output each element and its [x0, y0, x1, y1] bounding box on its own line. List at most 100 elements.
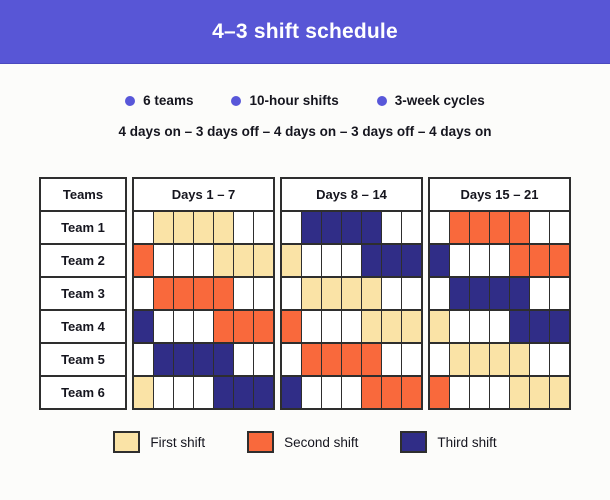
day-cell	[490, 278, 510, 309]
day-cell	[154, 311, 174, 342]
day-cell	[322, 212, 342, 243]
day-cell	[342, 212, 362, 243]
week-block-header: Days 8 – 14	[282, 179, 421, 212]
day-cell	[402, 278, 421, 309]
team-row-label: Team 4	[41, 311, 125, 344]
team-row-label: Team 5	[41, 344, 125, 377]
day-cell	[510, 212, 530, 243]
legend-label: Third shift	[437, 434, 497, 450]
day-cell	[174, 311, 194, 342]
day-cell	[174, 377, 194, 408]
day-cell	[154, 344, 174, 375]
day-cell	[470, 212, 490, 243]
day-cell	[214, 212, 234, 243]
day-cell	[254, 311, 273, 342]
day-cell	[450, 377, 470, 408]
day-cell	[302, 245, 322, 276]
day-cell	[254, 212, 273, 243]
day-cell	[490, 344, 510, 375]
day-cell	[450, 245, 470, 276]
day-cell	[282, 311, 302, 342]
day-cell	[382, 344, 402, 375]
day-cell	[550, 377, 569, 408]
team-week-row	[430, 245, 569, 278]
day-cell	[302, 311, 322, 342]
day-cell	[362, 212, 382, 243]
day-cell	[430, 377, 450, 408]
day-cell	[154, 377, 174, 408]
day-cell	[450, 278, 470, 309]
day-cell	[302, 278, 322, 309]
day-cell	[382, 278, 402, 309]
day-cell	[382, 377, 402, 408]
team-week-row	[134, 278, 273, 311]
day-cell	[382, 311, 402, 342]
team-row-label: Team 6	[61, 385, 105, 400]
teams-column: Teams Team 1 Team 2 Team 3 Team 4 Team 5 Team…	[39, 177, 127, 410]
team-week-row	[282, 212, 421, 245]
week-block-header: Days 1 – 7	[134, 179, 273, 212]
header-banner: 4–3 shift schedule	[0, 0, 610, 64]
day-cell	[402, 212, 421, 243]
day-cell	[194, 377, 214, 408]
day-cell	[450, 212, 470, 243]
day-cell	[234, 212, 254, 243]
day-cell	[402, 311, 421, 342]
day-cell	[282, 212, 302, 243]
day-cell	[134, 212, 154, 243]
facts-row: 6 teams 10-hour shifts 3-week cycles	[0, 93, 610, 108]
day-cell	[490, 245, 510, 276]
team-week-row	[134, 344, 273, 377]
day-cell	[362, 311, 382, 342]
day-cell	[234, 377, 254, 408]
team-week-row	[134, 212, 273, 245]
day-cell	[154, 278, 174, 309]
team-week-row	[282, 344, 421, 377]
day-cell	[430, 344, 450, 375]
day-cell	[282, 344, 302, 375]
day-cell	[134, 245, 154, 276]
day-cell	[490, 212, 510, 243]
day-cell	[282, 377, 302, 408]
fact-item-2: 10-hour shifts	[231, 93, 339, 108]
team-week-row	[282, 377, 421, 408]
day-cell	[134, 278, 154, 309]
day-cell	[470, 377, 490, 408]
team-week-row	[282, 311, 421, 344]
day-cell	[134, 311, 154, 342]
day-cell	[430, 245, 450, 276]
day-cell	[362, 344, 382, 375]
team-week-row	[282, 245, 421, 278]
day-cell	[234, 278, 254, 309]
shift-legend: First shift Second shift Third shift	[0, 431, 610, 453]
day-cell	[214, 344, 234, 375]
day-cell	[342, 278, 362, 309]
day-cell	[214, 377, 234, 408]
day-cell	[342, 311, 362, 342]
day-cell	[174, 278, 194, 309]
day-cell	[342, 245, 362, 276]
week-block-2: Days 8 – 14	[280, 177, 423, 410]
day-cell	[322, 245, 342, 276]
fact-item-3: 3-week cycles	[376, 93, 485, 108]
page-title: 4–3 shift schedule	[212, 19, 398, 43]
day-cell	[530, 278, 550, 309]
day-cell	[402, 344, 421, 375]
bullet-icon	[231, 95, 242, 106]
legend-item: Third shift	[400, 431, 497, 453]
day-cell	[470, 344, 490, 375]
day-cell	[342, 377, 362, 408]
day-cell	[134, 377, 154, 408]
legend-swatch	[113, 431, 141, 453]
day-cell	[214, 245, 234, 276]
day-cell	[194, 311, 214, 342]
day-cell	[382, 245, 402, 276]
day-cell	[302, 344, 322, 375]
legend-item: Second shift	[247, 431, 358, 453]
fact-label: 3-week cycles	[394, 93, 485, 108]
legend-swatch	[400, 431, 428, 453]
day-cell	[490, 311, 510, 342]
day-cell	[402, 245, 421, 276]
legend-swatch	[247, 431, 275, 453]
bullet-icon	[376, 95, 387, 106]
